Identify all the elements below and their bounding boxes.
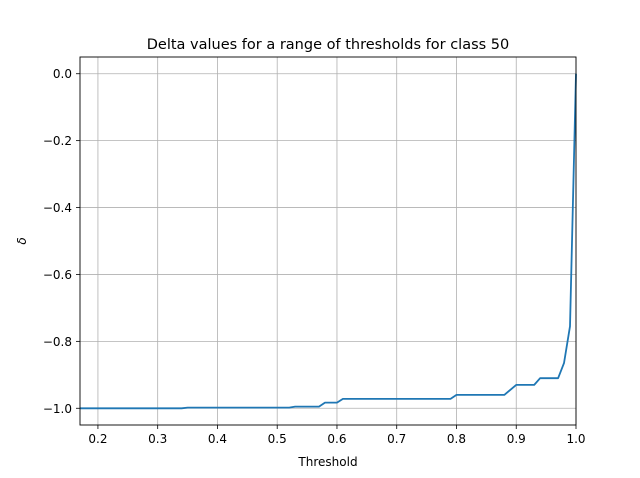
y-tick-label: 0.0 [53, 67, 72, 81]
y-tick-label: −1.0 [43, 402, 72, 416]
chart-title: Delta values for a range of thresholds f… [147, 37, 510, 53]
y-tick-label: −0.8 [43, 335, 72, 349]
series-layer [80, 73, 577, 410]
x-tick-label: 0.5 [268, 432, 287, 446]
x-tick-label: 0.9 [507, 432, 526, 446]
x-tick-label: 0.2 [88, 432, 107, 446]
y-tick-label: −0.2 [43, 134, 72, 148]
x-axis-label: Threshold [297, 455, 357, 469]
series-line [80, 73, 577, 410]
plot-frame [79, 56, 577, 426]
y-axis-label: δ [15, 237, 29, 244]
x-tick-label: 1.0 [566, 432, 585, 446]
y-tick-label: −0.4 [43, 201, 72, 215]
x-tick-label: 0.7 [387, 432, 406, 446]
x-tick-label: 0.6 [327, 432, 346, 446]
x-tick-label: 0.4 [208, 432, 227, 446]
x-axis-ticks: 0.2 0.3 0.4 0.5 0.6 0.7 0.8 0.9 1.0 [88, 425, 586, 446]
grid [80, 57, 577, 425]
x-tick-label: 0.3 [148, 432, 167, 446]
y-axis-ticks: 0.0 −0.2 −0.4 −0.6 −0.8 −1.0 [43, 67, 80, 416]
x-tick-label: 0.8 [447, 432, 466, 446]
y-tick-label: −0.6 [43, 268, 72, 282]
